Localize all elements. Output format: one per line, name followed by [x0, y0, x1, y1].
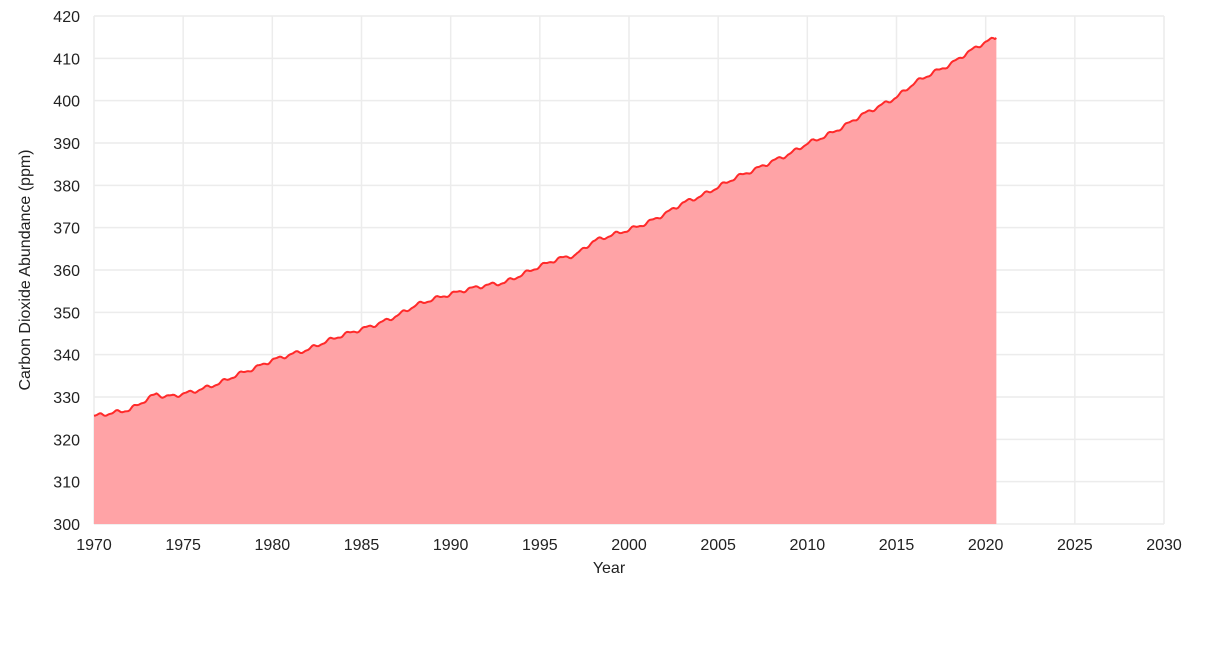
- x-tick-label: 2010: [790, 537, 826, 554]
- x-tick-label: 2030: [1146, 537, 1182, 554]
- y-tick-label: 310: [53, 475, 80, 492]
- x-tick-label: 2020: [968, 537, 1004, 554]
- y-tick-label: 390: [53, 136, 80, 153]
- y-tick-label: 410: [53, 51, 80, 68]
- x-tick-label: 1995: [522, 537, 558, 554]
- y-tick-label: 320: [53, 432, 80, 449]
- y-tick-label: 380: [53, 178, 80, 195]
- x-tick-label: 1990: [433, 537, 469, 554]
- y-axis-title: Carbon Dioxide Abundance (ppm): [17, 149, 34, 390]
- y-axis-ticks: 300 310 320 330 340 350 360 370 380 390 400 410 420: [53, 9, 80, 534]
- x-tick-label: 1985: [344, 537, 380, 554]
- y-tick-label: 370: [53, 221, 80, 238]
- y-tick-label: 360: [53, 263, 80, 280]
- y-tick-label: 420: [53, 9, 80, 26]
- x-tick-label: 1975: [165, 537, 201, 554]
- x-tick-label: 2005: [700, 537, 736, 554]
- x-tick-label: 2025: [1057, 537, 1093, 554]
- series-area-fill: [94, 37, 997, 525]
- x-tick-label: 1980: [255, 537, 291, 554]
- plot-area: [93, 36, 997, 525]
- x-axis-ticks: 1970 1975 1980 1985 1990 1995 2000 2005 2010 2015…: [76, 537, 1182, 554]
- y-tick-label: 330: [53, 390, 80, 407]
- y-tick-label: 350: [53, 305, 80, 322]
- series-line: [93, 36, 997, 417]
- x-tick-label: 2015: [879, 537, 915, 554]
- x-axis-title: Year: [593, 560, 626, 577]
- x-tick-label: 1970: [76, 537, 112, 554]
- y-tick-label: 400: [53, 94, 80, 111]
- y-tick-label: 300: [53, 517, 80, 534]
- y-tick-label: 340: [53, 348, 80, 365]
- x-tick-label: 2000: [611, 537, 647, 554]
